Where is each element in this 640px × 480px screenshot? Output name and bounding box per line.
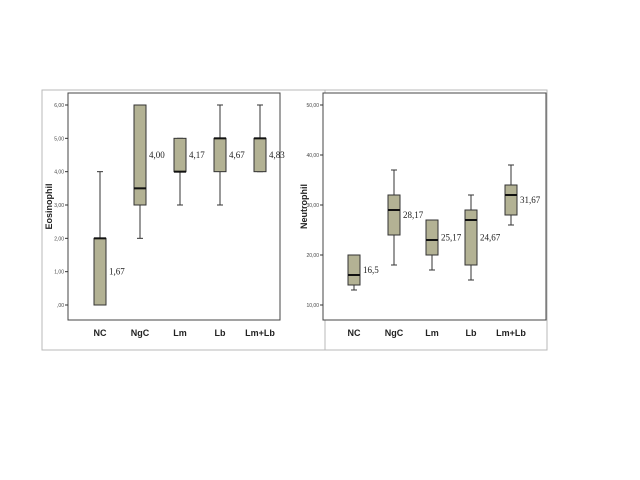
data-label: 24,67 [480,233,501,243]
y-tick-label: ,00 [57,303,64,309]
data-label: 25,17 [441,233,462,243]
y-tick-label: 3,00 [54,203,64,209]
neutrophil-chart: 10,00 20,00 30,00 40,00 50,00 Neutrophil 16,5 N… [299,89,548,351]
box-NC [347,254,361,286]
data-label: 4,83 [269,150,285,160]
category-label: Lb [215,328,226,338]
box-NC [93,237,107,306]
eosinophil-chart: ,00 1,00 2,00 3,00 4,00 5,00 6,00 Eosinophil 1,6… [41,89,326,351]
box-Lb [213,137,227,173]
y-tick-label: 10,00 [306,303,319,309]
category-label: Lm+Lb [496,328,526,338]
box-Lm+Lb [253,137,267,173]
data-label: 4,17 [189,150,205,160]
y-tick-label: 50,00 [306,103,319,109]
box-NgC [133,104,147,206]
y-tick-label: 40,00 [306,153,319,159]
data-label: 31,67 [520,195,541,205]
box-Lm+Lb [504,184,518,216]
y-tick-label: 1,00 [54,270,64,276]
category-label: Lb [466,328,477,338]
box-Lb [464,209,478,266]
y-axis-label: Neutrophil [299,184,309,229]
data-label: 28,17 [403,210,424,220]
category-label: NC [348,328,361,338]
data-label: 4,67 [229,150,245,160]
y-tick-label: 4,00 [54,170,64,176]
y-tick-label: 5,00 [54,136,64,142]
box-Lm [173,137,187,173]
y-tick-label: 2,00 [54,236,64,242]
y-tick-label: 30,00 [306,203,319,209]
y-tick-label: 20,00 [306,253,319,259]
data-label: 16,5 [363,265,379,275]
category-label: NgC [385,328,404,338]
y-tick-label: 6,00 [54,103,64,109]
category-label: NC [94,328,107,338]
box-NgC [387,194,401,236]
data-label: 1,67 [109,267,125,277]
y-axis-label: Eosinophil [44,184,54,230]
category-label: Lm [425,328,439,338]
data-label: 4,00 [149,150,165,160]
category-label: Lm+Lb [245,328,275,338]
category-label: Lm [173,328,187,338]
category-label: NgC [131,328,150,338]
box-Lm [425,219,439,256]
